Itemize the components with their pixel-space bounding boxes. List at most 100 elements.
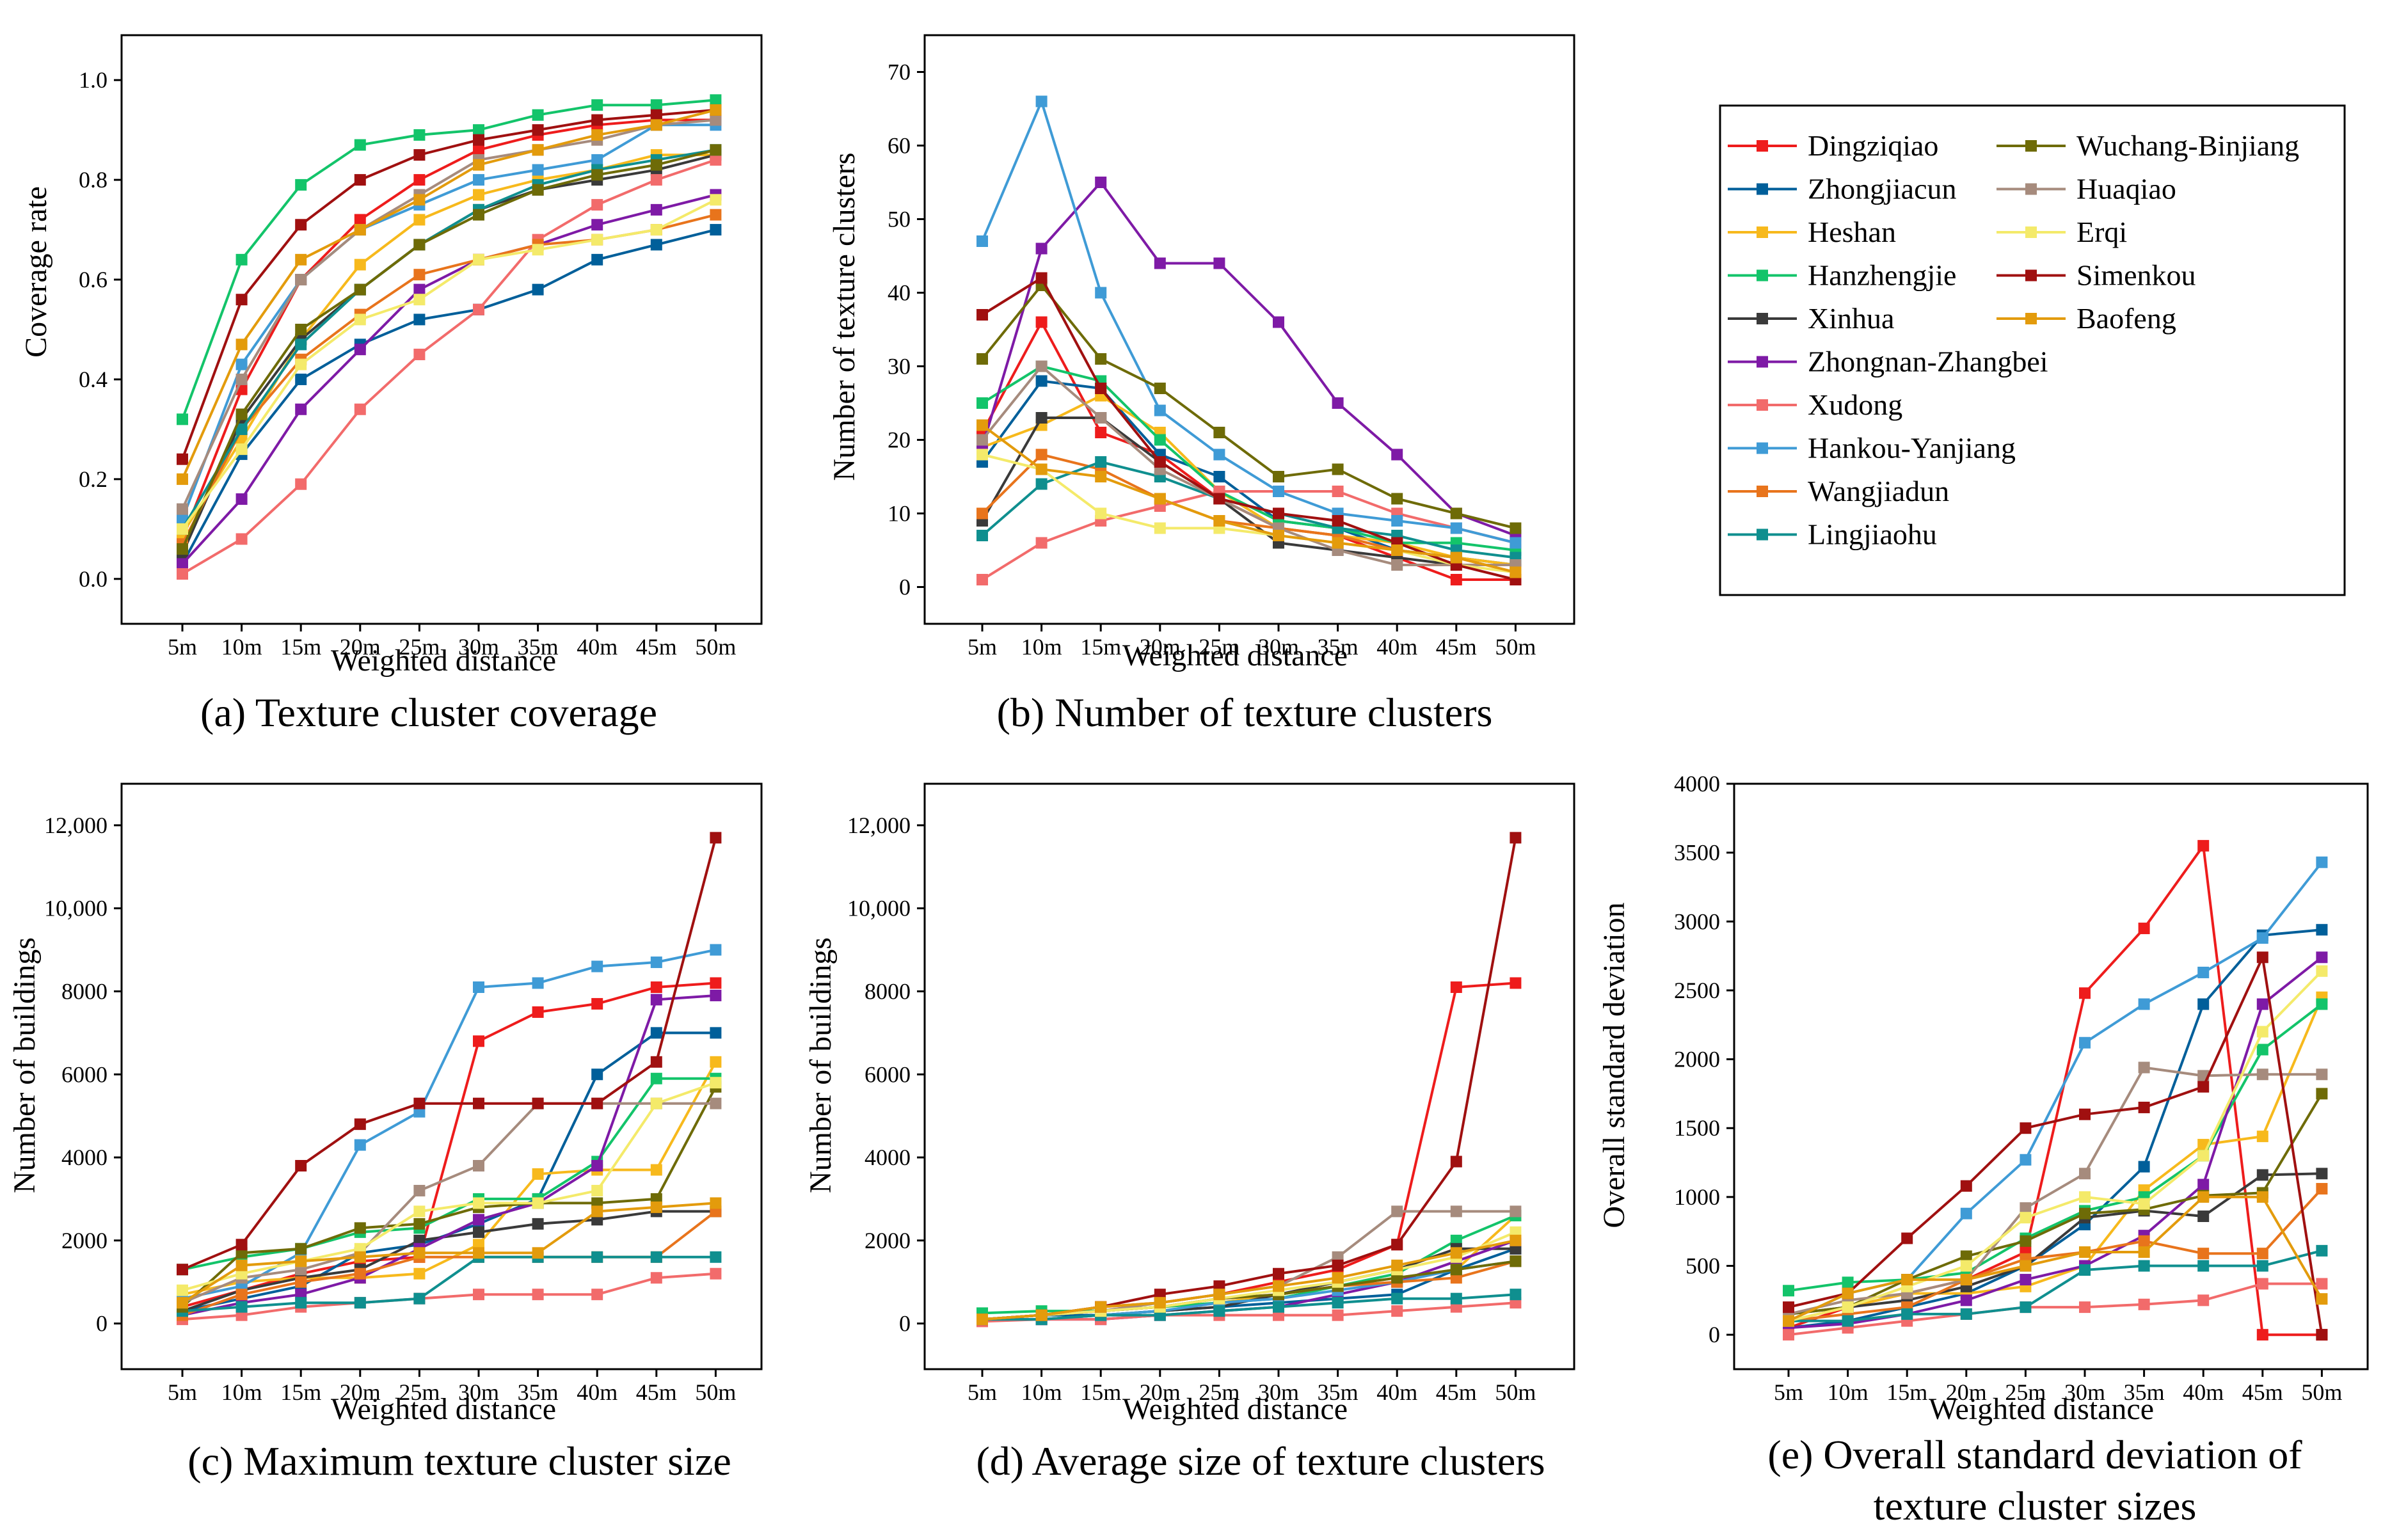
legend-label: Simenkou — [2076, 259, 2196, 292]
chart-b-point-wangjiadun — [1035, 449, 1048, 461]
chart-c-point-wuchang-binjiang — [354, 1222, 366, 1234]
chart-a-line-huaqiao — [181, 118, 716, 510]
chart-a-point-erqi — [591, 234, 603, 246]
chart-a-xtick-label: 5m — [168, 634, 197, 660]
chart-a-point-zhongjiacun — [591, 253, 603, 266]
chart-c-point-hankou-yanjiang — [710, 944, 722, 956]
chart-e-point-lingjiaohu — [2079, 1264, 2091, 1276]
legend-label: Dingziqiao — [1808, 129, 1938, 162]
chart-a-point-xudong — [591, 199, 603, 211]
chart-b-ytick-label: 20 — [888, 427, 911, 453]
chart-e-point-xudong — [2316, 1278, 2328, 1290]
legend-entry-simenkou: Simenkou — [1997, 259, 2196, 292]
legend-swatch-marker — [1757, 442, 1768, 454]
chart-a-ytick-label: 0.0 — [79, 566, 108, 592]
chart-c-point-simenkou — [177, 1264, 188, 1276]
chart-a-line-wuchang-binjiang — [181, 148, 716, 550]
chart-e-point-hankou-yanjiang — [2197, 966, 2210, 978]
chart-d-plot: 0 2000 4000 6000 8000 10,000 12,000 5m 10m 15m 20m… — [847, 782, 1575, 1405]
chart-e-point-erqi — [2197, 1150, 2210, 1162]
chart-e-line-wuchang-binjiang — [1788, 1093, 2323, 1315]
chart-b-point-hanzhengjie — [976, 397, 988, 409]
chart-c-line-hanzhengjie — [182, 1077, 716, 1271]
chart-b-point-wuchang-binjiang — [1273, 471, 1284, 482]
chart-e-point-xudong — [2138, 1298, 2150, 1310]
chart-c-point-zhongnan-zhangbei — [591, 1160, 603, 1172]
chart-b-point-baofeng — [1332, 537, 1344, 549]
chart-c-point-lingjiaohu — [650, 1251, 662, 1263]
chart-a-point-wangjiadun — [710, 209, 722, 221]
chart-d-xtick-label: 45m — [1436, 1379, 1477, 1405]
chart-b-point-xudong — [976, 574, 988, 585]
chart-c-line-xudong — [182, 1272, 716, 1321]
chart-b-point-simenkou — [1035, 272, 1048, 284]
chart-b-point-baofeng — [1391, 544, 1403, 556]
chart-b-ytick-label: 70 — [888, 60, 911, 85]
chart-d-ytick-label: 2000 — [865, 1228, 911, 1253]
chart-c-point-erqi — [532, 1197, 544, 1209]
legend-swatch-marker — [1757, 356, 1768, 368]
legend-swatch-marker — [1757, 313, 1768, 324]
chart-c-point-xudong — [591, 1289, 603, 1301]
chart-d-point-lingjiaohu — [1510, 1289, 1522, 1301]
chart-c-caption: (c) Maximum texture cluster size — [187, 1438, 731, 1484]
chart-a-point-baofeng — [710, 104, 722, 116]
chart-a-line-erqi — [181, 198, 717, 530]
chart-a-point-wuchang-binjiang — [235, 408, 248, 420]
chart-a-point-dingziqiao — [354, 214, 366, 226]
chart-e-point-xinhua — [2256, 1169, 2268, 1181]
chart-b-point-lingjiaohu — [976, 530, 988, 541]
chart-b-point-lingjiaohu — [1035, 478, 1048, 490]
chart-b-point-hankou-yanjiang — [1154, 404, 1166, 417]
chart-a-xlabel: Weighted distance — [331, 644, 556, 678]
chart-c-point-lingjiaohu — [591, 1251, 603, 1263]
legend-label: Wangjiadun — [1808, 475, 1949, 507]
chart-c-series-baofeng — [177, 1197, 722, 1309]
chart-e-point-huaqiao — [2079, 1168, 2091, 1180]
legend-entry-baofeng: Baofeng — [1997, 302, 2176, 335]
chart-e-point-simenkou — [1783, 1301, 1794, 1314]
chart-e-point-lingjiaohu — [2256, 1260, 2268, 1272]
chart-b-point-dingziqiao — [1095, 427, 1107, 438]
chart-a-point-zhongjiacun — [413, 314, 426, 326]
chart-c-line-baofeng — [181, 1202, 716, 1304]
legend-label: Hanzhengjie — [1808, 259, 1956, 292]
chart-a-xtick-label: 25m — [399, 634, 440, 660]
chart-b-xtick-label: 30m — [1258, 634, 1299, 660]
chart-e-ytick-label: 1000 — [1674, 1184, 1720, 1210]
chart-a-series-baofeng — [177, 104, 722, 485]
chart-b-plot: 0 10 20 30 40 50 60 70 5m 10m 15m 20m 25m 30m 35m 40m 45… — [888, 34, 1575, 660]
chart-c-point-xinhua — [532, 1218, 544, 1230]
chart-e-point-erqi — [1842, 1301, 1854, 1314]
chart-e-point-hankou-yanjiang — [2138, 998, 2150, 1010]
chart-e-ytick-label: 4000 — [1674, 771, 1720, 797]
chart-e-ytick-label: 2500 — [1674, 978, 1720, 1003]
chart-a-point-zhongnan-zhangbei — [295, 403, 307, 415]
chart-e-ylabel: Overall standard deviation — [1597, 902, 1631, 1228]
chart-c-point-wangjiadun — [354, 1267, 366, 1280]
chart-c-point-lingjiaohu — [413, 1292, 426, 1305]
chart-e-point-zhongnan-zhangbei — [1960, 1294, 1972, 1306]
chart-b-ytick-label: 40 — [888, 280, 911, 306]
chart-a-point-xudong — [473, 303, 484, 315]
chart-d-ytick-label: 0 — [899, 1311, 911, 1337]
chart-c-point-baofeng — [354, 1251, 366, 1263]
chart-b-frame — [923, 34, 1575, 625]
chart-c-line-heshan — [182, 1061, 717, 1296]
legend-entry-erqi: Erqi — [1997, 216, 2127, 248]
chart-a-line-wangjiadun — [181, 213, 716, 545]
chart-d-line-xudong — [982, 1301, 1516, 1323]
legend-label: Baofeng — [2076, 302, 2176, 335]
chart-a-point-erqi — [354, 314, 366, 326]
chart-e-point-simenkou — [1901, 1232, 1913, 1244]
chart-b-point-baofeng — [1273, 530, 1284, 541]
chart-b-line-zhongnan-zhangbei — [981, 180, 1517, 537]
chart-e-ytick-label: 500 — [1686, 1253, 1720, 1279]
chart-c-point-heshan — [413, 1267, 426, 1280]
legend-entry-huaqiao: Huaqiao — [1997, 173, 2176, 205]
chart-b-point-zhongjiacun — [1213, 471, 1225, 482]
chart-a-point-hanzhengjie — [354, 139, 366, 151]
chart-c-point-wuchang-binjiang — [413, 1218, 426, 1230]
chart-e-point-xudong — [2079, 1301, 2091, 1314]
